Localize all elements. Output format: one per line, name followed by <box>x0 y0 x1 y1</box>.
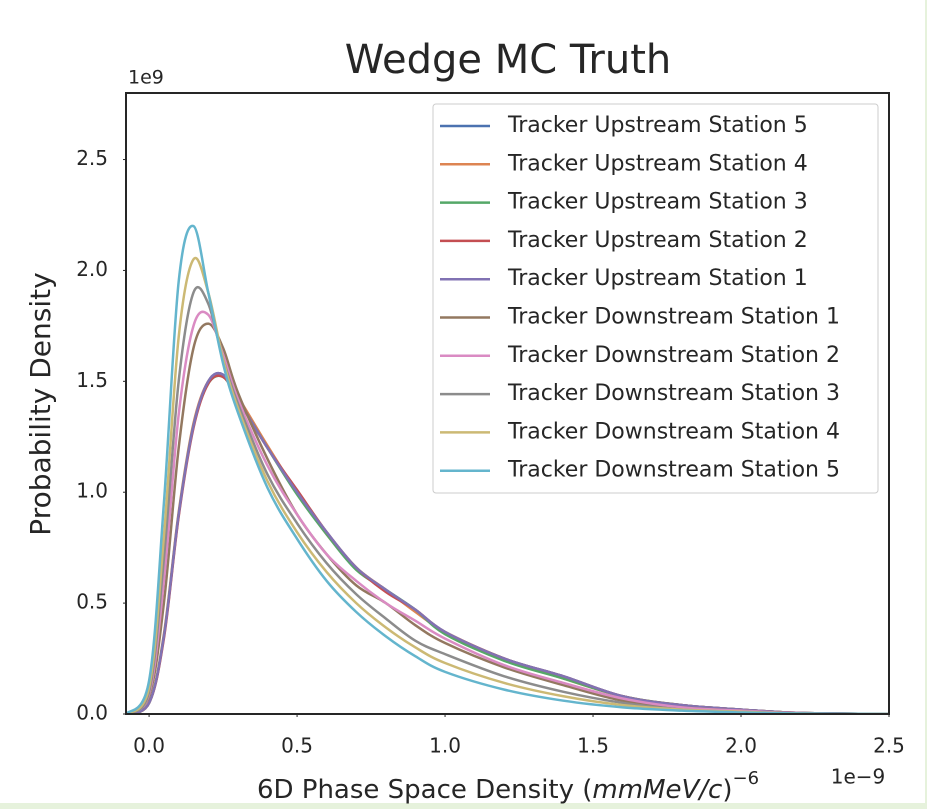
x-tick-label: 2.5 <box>873 734 905 758</box>
legend-label: Tracker Downstream Station 3 <box>507 381 840 406</box>
y-tick-label: 0.0 <box>76 701 108 725</box>
legend-label: Tracker Downstream Station 1 <box>507 305 840 330</box>
x-tick-label: 0.5 <box>281 734 313 758</box>
legend-label: Tracker Upstream Station 2 <box>507 228 808 253</box>
series-line <box>126 371 889 714</box>
legend-label: Tracker Upstream Station 3 <box>507 190 808 215</box>
x-tick-label: 1.5 <box>577 734 609 758</box>
x-label-part: mmMeV/c <box>592 775 722 805</box>
y-tick-label: 2.0 <box>76 257 108 281</box>
series-line <box>126 310 889 714</box>
y-offset-label: 1e9 <box>128 67 164 89</box>
x-tick-label: 2.0 <box>725 734 757 758</box>
plot-frame <box>125 92 890 715</box>
x-tick-label: 0.0 <box>133 734 165 758</box>
series-line <box>126 224 889 714</box>
legend-box <box>432 103 879 494</box>
legend-label: Tracker Downstream Station 5 <box>507 458 840 483</box>
x-offset-label: 1e−9 <box>831 765 886 789</box>
y-tick-label: 1.5 <box>76 368 108 392</box>
x-label-part: 6D Phase Space Density ( <box>257 775 592 805</box>
x-label-part: ) <box>722 775 732 805</box>
legend-label: Tracker Downstream Station 4 <box>507 419 840 444</box>
y-tick-label: 1.0 <box>76 479 108 503</box>
x-label-exponent: −6 <box>733 768 760 789</box>
x-tick-label: 1.0 <box>429 734 461 758</box>
legend-label: Tracker Upstream Station 1 <box>507 266 808 291</box>
legend-label: Tracker Downstream Station 2 <box>507 343 840 368</box>
legend-label: Tracker Upstream Station 4 <box>507 151 808 176</box>
y-axis-label: Probability Density <box>24 272 57 535</box>
y-tick-label: 2.5 <box>76 146 108 170</box>
series-line <box>126 256 889 714</box>
y-tick-label: 0.5 <box>76 590 108 614</box>
x-axis-label: 6D Phase Space Density (mmMeV/c)−6 <box>257 768 759 805</box>
legend-label: Tracker Upstream Station 5 <box>507 113 808 138</box>
chart-title: Wedge MC Truth <box>345 37 671 83</box>
